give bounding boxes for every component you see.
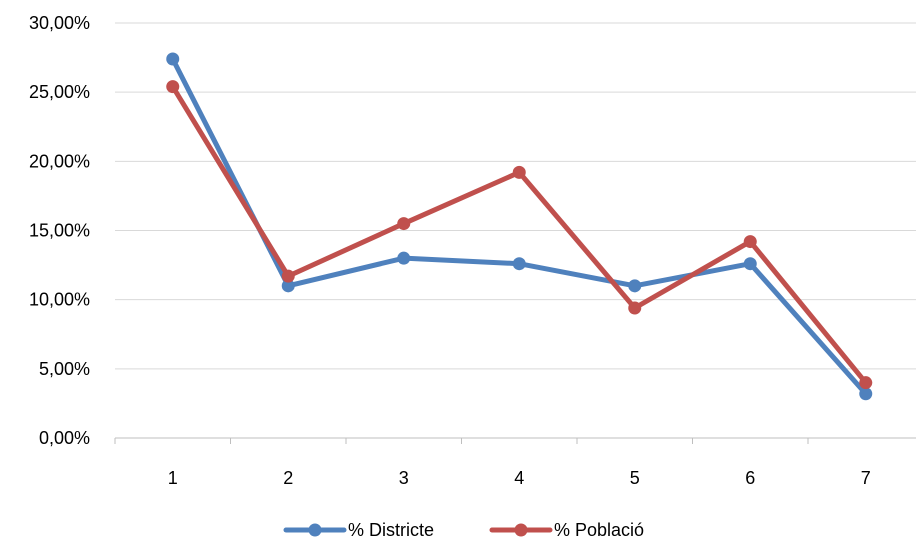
data-point xyxy=(743,257,757,271)
series-line xyxy=(170,56,869,397)
legend-label: % Població xyxy=(554,520,644,540)
legend-item: % Població xyxy=(489,520,644,540)
legend-swatch-marker xyxy=(514,523,528,537)
x-tick-label: 6 xyxy=(745,468,755,488)
series-lines xyxy=(166,52,873,401)
data-point xyxy=(281,279,295,293)
y-tick-label: 20,00% xyxy=(29,151,90,171)
data-point xyxy=(628,301,642,315)
data-point xyxy=(859,376,873,390)
series-1 xyxy=(166,52,873,401)
data-point xyxy=(512,257,526,271)
legend-swatch-marker xyxy=(308,523,322,537)
x-axis xyxy=(114,437,916,444)
y-axis-tick-labels: 0,00% 5,00% 10,00% 15,00% 20,00% 25,00% 30,00% xyxy=(29,13,90,448)
data-point xyxy=(281,269,295,283)
x-tick-label: 3 xyxy=(399,468,409,488)
x-tick-label: 5 xyxy=(630,468,640,488)
x-tick-label: 4 xyxy=(514,468,524,488)
data-point xyxy=(512,165,526,179)
data-point xyxy=(859,387,873,401)
y-tick-label: 15,00% xyxy=(29,221,90,241)
y-tick-label: 10,00% xyxy=(29,290,90,310)
data-point xyxy=(166,52,180,66)
legend-item: % Districte xyxy=(283,520,434,540)
y-tick-label: 25,00% xyxy=(29,82,90,102)
data-point xyxy=(166,80,180,94)
legend-label: % Districte xyxy=(348,520,434,540)
legend: % Districte % Població xyxy=(283,520,644,540)
y-tick-label: 5,00% xyxy=(39,359,90,379)
data-point xyxy=(397,251,411,265)
data-point xyxy=(743,235,757,249)
series-line xyxy=(170,84,869,386)
y-tick-label: 0,00% xyxy=(39,428,90,448)
series-2 xyxy=(166,80,873,390)
x-axis-tick-labels: 1 2 3 4 5 6 7 xyxy=(168,468,871,488)
gridlines xyxy=(115,22,916,370)
data-point xyxy=(628,279,642,293)
x-tick-label: 7 xyxy=(861,468,871,488)
x-tick-label: 2 xyxy=(283,468,293,488)
y-tick-label: 30,00% xyxy=(29,13,90,33)
data-point xyxy=(397,217,411,231)
x-tick-label: 1 xyxy=(168,468,178,488)
